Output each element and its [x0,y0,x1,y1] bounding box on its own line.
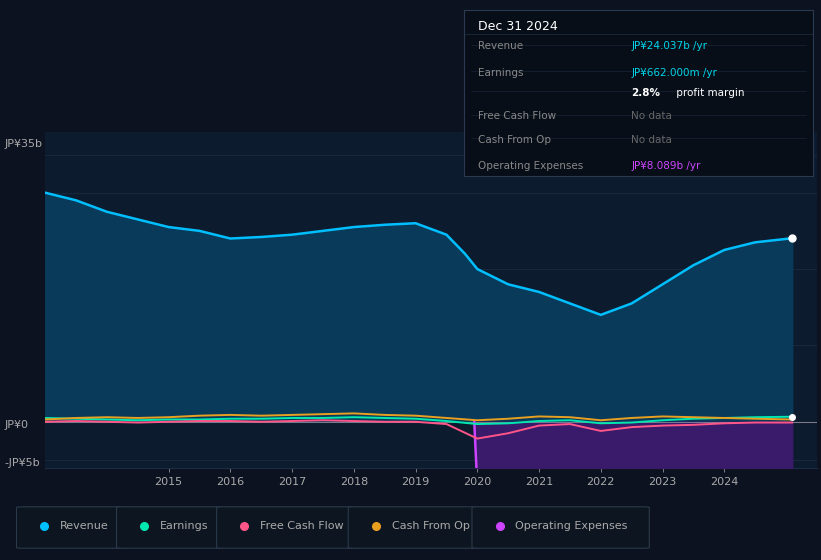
Text: Revenue: Revenue [60,521,108,531]
FancyBboxPatch shape [117,507,223,548]
Text: No data: No data [631,134,672,144]
Text: Operating Expenses: Operating Expenses [478,161,583,171]
Text: Operating Expenses: Operating Expenses [516,521,628,531]
Text: Free Cash Flow: Free Cash Flow [478,111,556,122]
Text: JP¥0: JP¥0 [4,419,28,430]
Text: -JP¥5b: -JP¥5b [4,458,39,468]
FancyBboxPatch shape [16,507,123,548]
Text: Free Cash Flow: Free Cash Flow [260,521,343,531]
Text: 2.8%: 2.8% [631,88,660,98]
FancyBboxPatch shape [348,507,479,548]
Text: JP¥35b: JP¥35b [4,139,42,149]
FancyBboxPatch shape [217,507,355,548]
Text: Revenue: Revenue [478,41,523,51]
Text: JP¥24.037b /yr: JP¥24.037b /yr [631,41,708,51]
Text: profit margin: profit margin [673,88,745,98]
Text: JP¥8.089b /yr: JP¥8.089b /yr [631,161,701,171]
Text: Cash From Op: Cash From Op [478,134,551,144]
Text: Cash From Op: Cash From Op [392,521,470,531]
Text: No data: No data [631,111,672,122]
Text: Dec 31 2024: Dec 31 2024 [478,20,557,32]
Text: Earnings: Earnings [478,68,523,78]
FancyBboxPatch shape [472,507,649,548]
Text: JP¥662.000m /yr: JP¥662.000m /yr [631,68,718,78]
Text: Earnings: Earnings [160,521,209,531]
